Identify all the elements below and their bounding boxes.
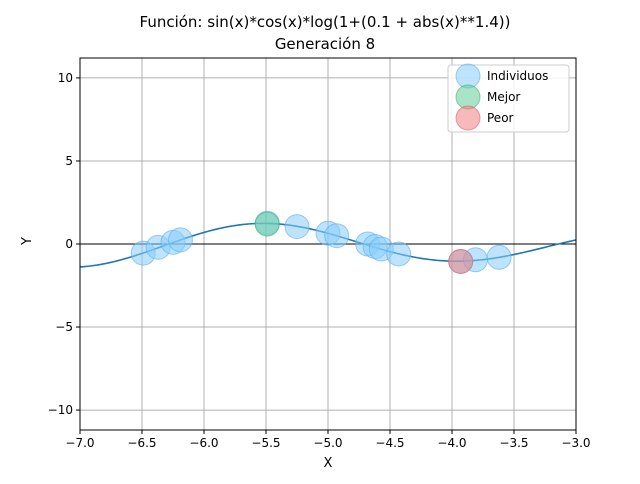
chart-title: Función: sin(x)*cos(x)*log(1+(0.1 + abs(… [140, 13, 511, 31]
data-point-peor [448, 248, 474, 274]
x-tick-label: −6.0 [189, 436, 218, 450]
scatter-points [130, 210, 512, 274]
x-axis-label: X [324, 456, 333, 471]
legend-label: Individuos [487, 69, 548, 83]
x-tick-label: −5.0 [313, 436, 342, 450]
legend-marker [455, 84, 481, 110]
y-tick-label: −5 [55, 320, 73, 334]
legend-label: Peor [487, 111, 514, 125]
legend-marker [455, 105, 481, 131]
x-tick-label: −4.5 [375, 436, 404, 450]
y-axis-ticks: 10 5 0 −5 −10 [48, 71, 80, 417]
x-tick-label: −7.0 [65, 436, 94, 450]
chart-subtitle: Generación 8 [275, 35, 375, 53]
data-point-individuos [486, 244, 512, 270]
data-point-mejor [254, 211, 280, 237]
data-point-individuos [167, 227, 193, 253]
legend: Individuos Mejor Peor [447, 63, 570, 133]
y-tick-label: 5 [65, 154, 73, 168]
data-point-individuos [386, 241, 412, 267]
y-axis-label: Y [20, 237, 35, 246]
x-tick-label: −4.0 [437, 436, 466, 450]
legend-marker [455, 63, 481, 89]
x-tick-label: −6.5 [127, 436, 156, 450]
x-tick-label: −3.0 [561, 436, 590, 450]
y-tick-label: −10 [48, 403, 73, 417]
x-tick-label: −3.5 [499, 436, 528, 450]
legend-label: Mejor [487, 90, 520, 104]
data-point-individuos [324, 223, 350, 249]
y-tick-label: 0 [65, 237, 73, 251]
data-point-individuos [284, 214, 310, 240]
x-tick-label: −5.5 [251, 436, 280, 450]
y-tick-label: 10 [58, 71, 73, 85]
x-axis-ticks: −7.0 −6.5 −6.0 −5.5 −5.0 −4.5 −4.0 −3.5 −3.0 [65, 430, 591, 450]
